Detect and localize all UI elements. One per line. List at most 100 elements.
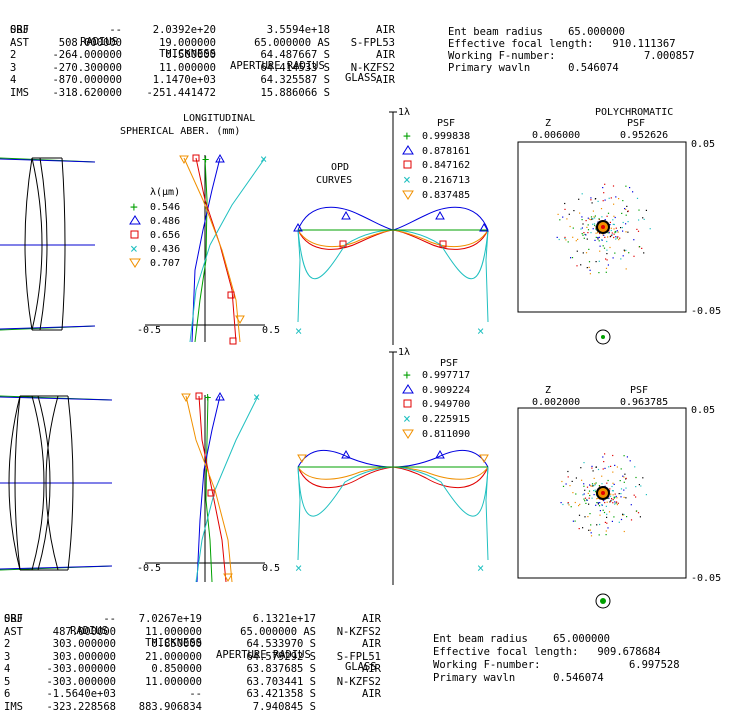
wavelength-legend: λ(μm) + 0.546 0.486 0.656 × 0.436 0.707: [129, 187, 180, 269]
lower-spherical-aberration-plot: -0.5 0.5 + ×: [137, 390, 280, 583]
svg-text:+: +: [403, 129, 411, 144]
cell-radius: -264.000000: [52, 49, 122, 61]
cell-srf: IMS: [10, 86, 29, 99]
cell-aperture: 15.886066 S: [260, 86, 330, 99]
header-radius: RADIUS: [70, 625, 108, 637]
svg-text:×: ×: [477, 324, 484, 338]
psf-z-label: Z: [545, 118, 551, 129]
opd-title-2: CURVES: [316, 175, 352, 186]
psf-scale-top: 0.05: [691, 405, 715, 416]
cell-radius: --: [109, 24, 122, 36]
cell-thickness: 2.0392e+20: [152, 24, 216, 36]
upper-lens-drawing: [0, 157, 96, 331]
psf-title: POLYCHROMATIC: [595, 107, 673, 118]
cell-glass: S-FPL53: [350, 36, 395, 49]
cell-aperture: 65.000000 AS: [254, 36, 330, 49]
header-thickness: THICKNESS: [159, 48, 216, 60]
cell-aperture: 63.703441 S: [246, 675, 316, 688]
summary-line: Working F-number: 7.000857: [448, 50, 695, 62]
svg-text:×: ×: [403, 412, 411, 427]
cell-radius: 508.000000: [58, 36, 122, 49]
legend-wavelength: 0.436: [150, 244, 180, 255]
psf-z-value: 0.002000: [532, 397, 580, 408]
cell-srf: AST: [10, 36, 29, 49]
cell-srf: AST: [4, 625, 23, 638]
axis-max-label: 0.5: [262, 325, 280, 336]
cell-radius: -270.300000: [52, 61, 122, 74]
axis-max-label: 0.5: [262, 563, 280, 574]
table-row: OBJ -- 2.0392e+20 3.5594e+18 AIR: [0, 24, 420, 36]
spherical-title-2: SPHERICAL ABER. (mm): [120, 126, 240, 137]
cell-radius: -303.000000: [46, 675, 116, 688]
cell-radius: -1.5640e+03: [46, 688, 116, 700]
cell-thickness: 883.906834: [138, 700, 202, 713]
summary-line: Primary wavln 0.546074: [448, 62, 619, 74]
header-srf: SRF: [10, 24, 29, 36]
header-glass: GLASS: [345, 661, 377, 673]
cell-aperture: 7.940845 S: [252, 700, 316, 713]
header-srf: SRF: [4, 613, 23, 625]
cell-aperture: 64.579292 S: [246, 650, 316, 663]
legend-title: λ(μm): [150, 187, 180, 198]
table-row: 3 303.000000 21.000000 64.579292 S S-FPL51: [0, 651, 420, 663]
psf-scale-bottom: -0.05: [691, 306, 721, 317]
header-aperture: APERTURE RADIUS: [216, 649, 311, 661]
summary-line: Primary wavln 0.546074: [433, 672, 604, 684]
legend-wavelength: 0.656: [150, 230, 180, 241]
opd-psf-label: PSF: [437, 118, 455, 129]
opd-psf-value: 0.999838: [422, 131, 470, 142]
table-row: 2 303.000000 0.850000 64.533970 S AIR: [0, 638, 420, 650]
summary-line: Ent beam radius 65.000000: [433, 633, 611, 645]
opd-psf-label: PSF: [440, 358, 458, 369]
cell-thickness: 0.500000: [165, 49, 216, 61]
psf-z-label: Z: [545, 385, 551, 396]
table-row: AST 487.000000 11.000000 65.000000 AS N-KZFS…: [0, 626, 420, 638]
cell-aperture: 64.533970 S: [246, 638, 316, 650]
psf-scale-top: 0.05: [691, 139, 715, 150]
opd-psf-value: 0.225915: [422, 414, 470, 425]
table-row: 4 -303.000000 0.850000 63.837685 S AIR: [0, 663, 420, 675]
cell-glass: AIR: [376, 49, 395, 61]
upper-opd-legend: PSF + 0.999838 0.878161 0.847162 × 0.216…: [402, 118, 470, 201]
cell-aperture: 64.325587 S: [260, 74, 330, 86]
upper-spherical-aberration-plot: LONGITUDINAL SPHERICAL ABER. (mm) -0.5 0…: [120, 113, 280, 345]
cell-radius: 487.000000: [52, 625, 116, 638]
table-row: IMS -318.620000 -251.441472 15.886066 S: [0, 87, 420, 99]
cell-aperture: 64.487667 S: [260, 49, 330, 61]
cell-aperture: 63.421358 S: [246, 688, 316, 700]
cell-srf: OBJ: [10, 24, 29, 36]
lower-opd-plot: 1λ × ×: [295, 347, 489, 585]
svg-text:×: ×: [253, 390, 260, 404]
lambda-tick-label: 1λ: [398, 347, 410, 358]
cell-srf: OBJ: [4, 613, 23, 625]
cell-glass: N-KZFS2: [336, 675, 381, 688]
cell-glass: AIR: [362, 613, 381, 625]
cell-glass: AIR: [362, 638, 381, 650]
opd-title-1: OPD: [331, 162, 349, 173]
table-row: OBJ -- 7.0267e+19 6.1321e+17 AIR: [0, 613, 420, 625]
cell-thickness: -251.441472: [146, 86, 216, 99]
lower-psf-panel: Z PSF 0.002000 0.963785 0.05 -0.05: [517, 385, 721, 609]
summary-line: Effective focal length: 909.678684: [433, 646, 661, 658]
opd-psf-value: 0.216713: [422, 175, 470, 186]
cell-thickness: 0.850000: [151, 638, 202, 650]
svg-text:×: ×: [130, 242, 138, 257]
cell-radius: 303.000000: [52, 638, 116, 650]
cell-radius: -303.000000: [46, 663, 116, 675]
cell-radius: -318.620000: [52, 86, 122, 99]
table-row: AST 508.000000 19.000000 65.000000 AS S-FPL5…: [0, 37, 420, 49]
summary-line: Working F-number: 6.997528: [433, 659, 680, 671]
cell-glass: N-KZFS2: [350, 61, 395, 74]
table-header: SRF RADIUS THICKNESS APERTURE RADIUS GLA…: [0, 12, 420, 84]
psf-label: PSF: [627, 118, 645, 129]
opd-psf-value: 0.949700: [422, 399, 470, 410]
opd-psf-value: 0.878161: [422, 146, 470, 157]
cell-srf: 2: [10, 49, 17, 61]
spot-diagram: [556, 183, 651, 275]
table-row: 5 -303.000000 11.000000 63.703441 S N-KZFS2: [0, 676, 420, 688]
airy-disk-indicator: [595, 329, 611, 345]
cell-glass: AIR: [362, 663, 381, 675]
header-aperture: APERTURE RADIUS: [230, 60, 325, 72]
opd-psf-value: 0.811090: [422, 429, 470, 440]
